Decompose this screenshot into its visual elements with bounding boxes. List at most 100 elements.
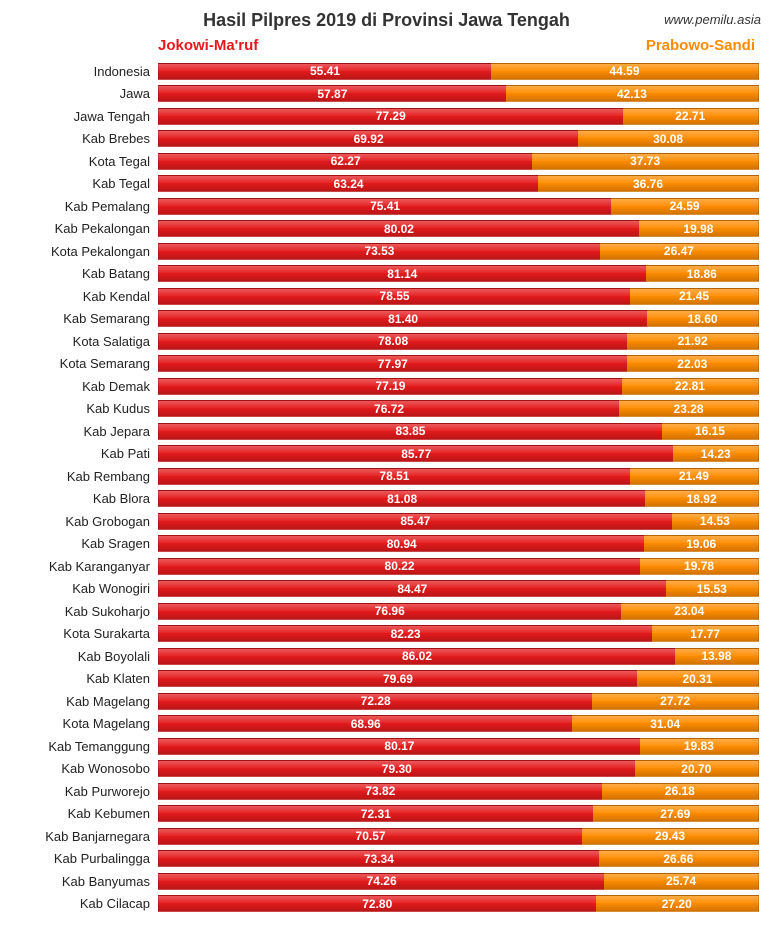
bar-segment-a: 68.96 <box>158 715 572 732</box>
bar-segment-b: 26.47 <box>600 243 759 260</box>
bar-segment-b: 18.60 <box>647 310 759 327</box>
chart-row: Kab Tegal63.2436.76 <box>8 173 765 196</box>
bar-segment-a: 69.92 <box>158 130 578 147</box>
row-label: Kota Surakarta <box>8 626 158 641</box>
bar-segment-a: 74.26 <box>158 873 604 890</box>
bar-segment-a: 75.41 <box>158 198 611 215</box>
bar-segment-a: 80.22 <box>158 558 640 575</box>
row-label: Kab Klaten <box>8 671 158 686</box>
chart-row: Jawa Tengah77.2922.71 <box>8 105 765 128</box>
row-label: Kab Karanganyar <box>8 559 158 574</box>
bar-segment-b: 25.74 <box>604 873 759 890</box>
chart-row: Kab Temanggung80.1719.83 <box>8 735 765 758</box>
chart-row: Kab Pekalongan80.0219.98 <box>8 218 765 241</box>
bar-segment-b: 27.20 <box>596 895 759 912</box>
chart-row: Kab Demak77.1922.81 <box>8 375 765 398</box>
row-label: Kab Temanggung <box>8 739 158 754</box>
chart-source: www.pemilu.asia <box>664 12 761 27</box>
row-label: Kab Kudus <box>8 401 158 416</box>
bar-segment-a: 83.85 <box>158 423 662 440</box>
bar-segment-a: 77.29 <box>158 108 623 125</box>
row-label: Kab Kebumen <box>8 806 158 821</box>
bar-segment-a: 77.19 <box>158 378 622 395</box>
row-label: Kab Sragen <box>8 536 158 551</box>
bar-segment-b: 42.13 <box>506 85 759 102</box>
row-label: Kab Banjarnegara <box>8 829 158 844</box>
stacked-bar: 80.1719.83 <box>158 738 759 755</box>
bar-segment-a: 73.82 <box>158 783 602 800</box>
bar-segment-b: 36.76 <box>538 175 759 192</box>
bar-segment-b: 23.28 <box>619 400 759 417</box>
bar-segment-b: 15.53 <box>666 580 759 597</box>
row-label: Kab Pati <box>8 446 158 461</box>
bar-segment-a: 76.96 <box>158 603 621 620</box>
chart-row: Kab Purworejo73.8226.18 <box>8 780 765 803</box>
row-label: Kab Tegal <box>8 176 158 191</box>
chart-row: Kab Blora81.0818.92 <box>8 488 765 511</box>
chart-rows: Indonesia55.4144.59Jawa57.8742.13Jawa Te… <box>8 60 765 915</box>
stacked-bar: 73.3426.66 <box>158 850 759 867</box>
row-label: Jawa <box>8 86 158 101</box>
bar-segment-a: 70.57 <box>158 828 582 845</box>
stacked-bar: 84.4715.53 <box>158 580 759 597</box>
row-label: Jawa Tengah <box>8 109 158 124</box>
chart-row: Kab Pemalang75.4124.59 <box>8 195 765 218</box>
bar-segment-b: 19.98 <box>639 220 759 237</box>
row-label: Kab Wonosobo <box>8 761 158 776</box>
bar-segment-b: 19.83 <box>640 738 759 755</box>
stacked-bar: 80.9419.06 <box>158 535 759 552</box>
stacked-bar: 79.3020.70 <box>158 760 759 777</box>
bar-segment-b: 26.66 <box>599 850 759 867</box>
row-label: Kab Boyolali <box>8 649 158 664</box>
chart-row: Kota Salatiga78.0821.92 <box>8 330 765 353</box>
chart-row: Kab Grobogan85.4714.53 <box>8 510 765 533</box>
row-label: Kota Pekalongan <box>8 244 158 259</box>
row-label: Kab Banyumas <box>8 874 158 889</box>
chart-row: Kab Cilacap72.8027.20 <box>8 893 765 916</box>
stacked-bar: 78.0821.92 <box>158 333 759 350</box>
bar-segment-b: 20.31 <box>637 670 759 687</box>
row-label: Kab Magelang <box>8 694 158 709</box>
bar-segment-b: 16.15 <box>662 423 759 440</box>
stacked-bar: 73.8226.18 <box>158 783 759 800</box>
bar-segment-b: 18.92 <box>645 490 759 507</box>
row-label: Kab Jepara <box>8 424 158 439</box>
chart-row: Kab Rembang78.5121.49 <box>8 465 765 488</box>
bar-segment-a: 80.94 <box>158 535 644 552</box>
stacked-bar: 86.0213.98 <box>158 648 759 665</box>
row-label: Kab Cilacap <box>8 896 158 911</box>
bar-segment-a: 81.08 <box>158 490 645 507</box>
chart-header: Hasil Pilpres 2019 di Provinsi Jawa Teng… <box>8 10 765 31</box>
row-label: Kab Rembang <box>8 469 158 484</box>
bar-segment-a: 81.40 <box>158 310 647 327</box>
bar-segment-b: 14.53 <box>672 513 759 530</box>
bar-segment-a: 79.30 <box>158 760 635 777</box>
bar-segment-a: 73.34 <box>158 850 599 867</box>
row-label: Kab Kendal <box>8 289 158 304</box>
row-label: Kab Sukoharjo <box>8 604 158 619</box>
bar-segment-a: 78.08 <box>158 333 627 350</box>
bar-segment-a: 62.27 <box>158 153 532 170</box>
stacked-bar: 79.6920.31 <box>158 670 759 687</box>
bar-segment-a: 72.31 <box>158 805 593 822</box>
bar-segment-a: 79.69 <box>158 670 637 687</box>
stacked-bar: 69.9230.08 <box>158 130 759 147</box>
bar-segment-a: 84.47 <box>158 580 666 597</box>
chart-row: Kab Semarang81.4018.60 <box>8 308 765 331</box>
stacked-bar: 55.4144.59 <box>158 63 759 80</box>
chart-row: Kab Magelang72.2827.72 <box>8 690 765 713</box>
stacked-bar: 72.3127.69 <box>158 805 759 822</box>
bar-segment-b: 22.81 <box>622 378 759 395</box>
chart-row: Kab Klaten79.6920.31 <box>8 668 765 691</box>
stacked-bar: 73.5326.47 <box>158 243 759 260</box>
bar-segment-a: 72.28 <box>158 693 592 710</box>
row-label: Kab Demak <box>8 379 158 394</box>
chart-legend: Jokowi-Ma'ruf Prabowo-Sandi <box>8 37 765 54</box>
bar-segment-a: 85.47 <box>158 513 672 530</box>
chart-row: Kab Kendal78.5521.45 <box>8 285 765 308</box>
stacked-bar: 76.9623.04 <box>158 603 759 620</box>
row-label: Kab Pekalongan <box>8 221 158 236</box>
stacked-bar: 78.5521.45 <box>158 288 759 305</box>
row-label: Kab Purworejo <box>8 784 158 799</box>
stacked-bar: 85.4714.53 <box>158 513 759 530</box>
